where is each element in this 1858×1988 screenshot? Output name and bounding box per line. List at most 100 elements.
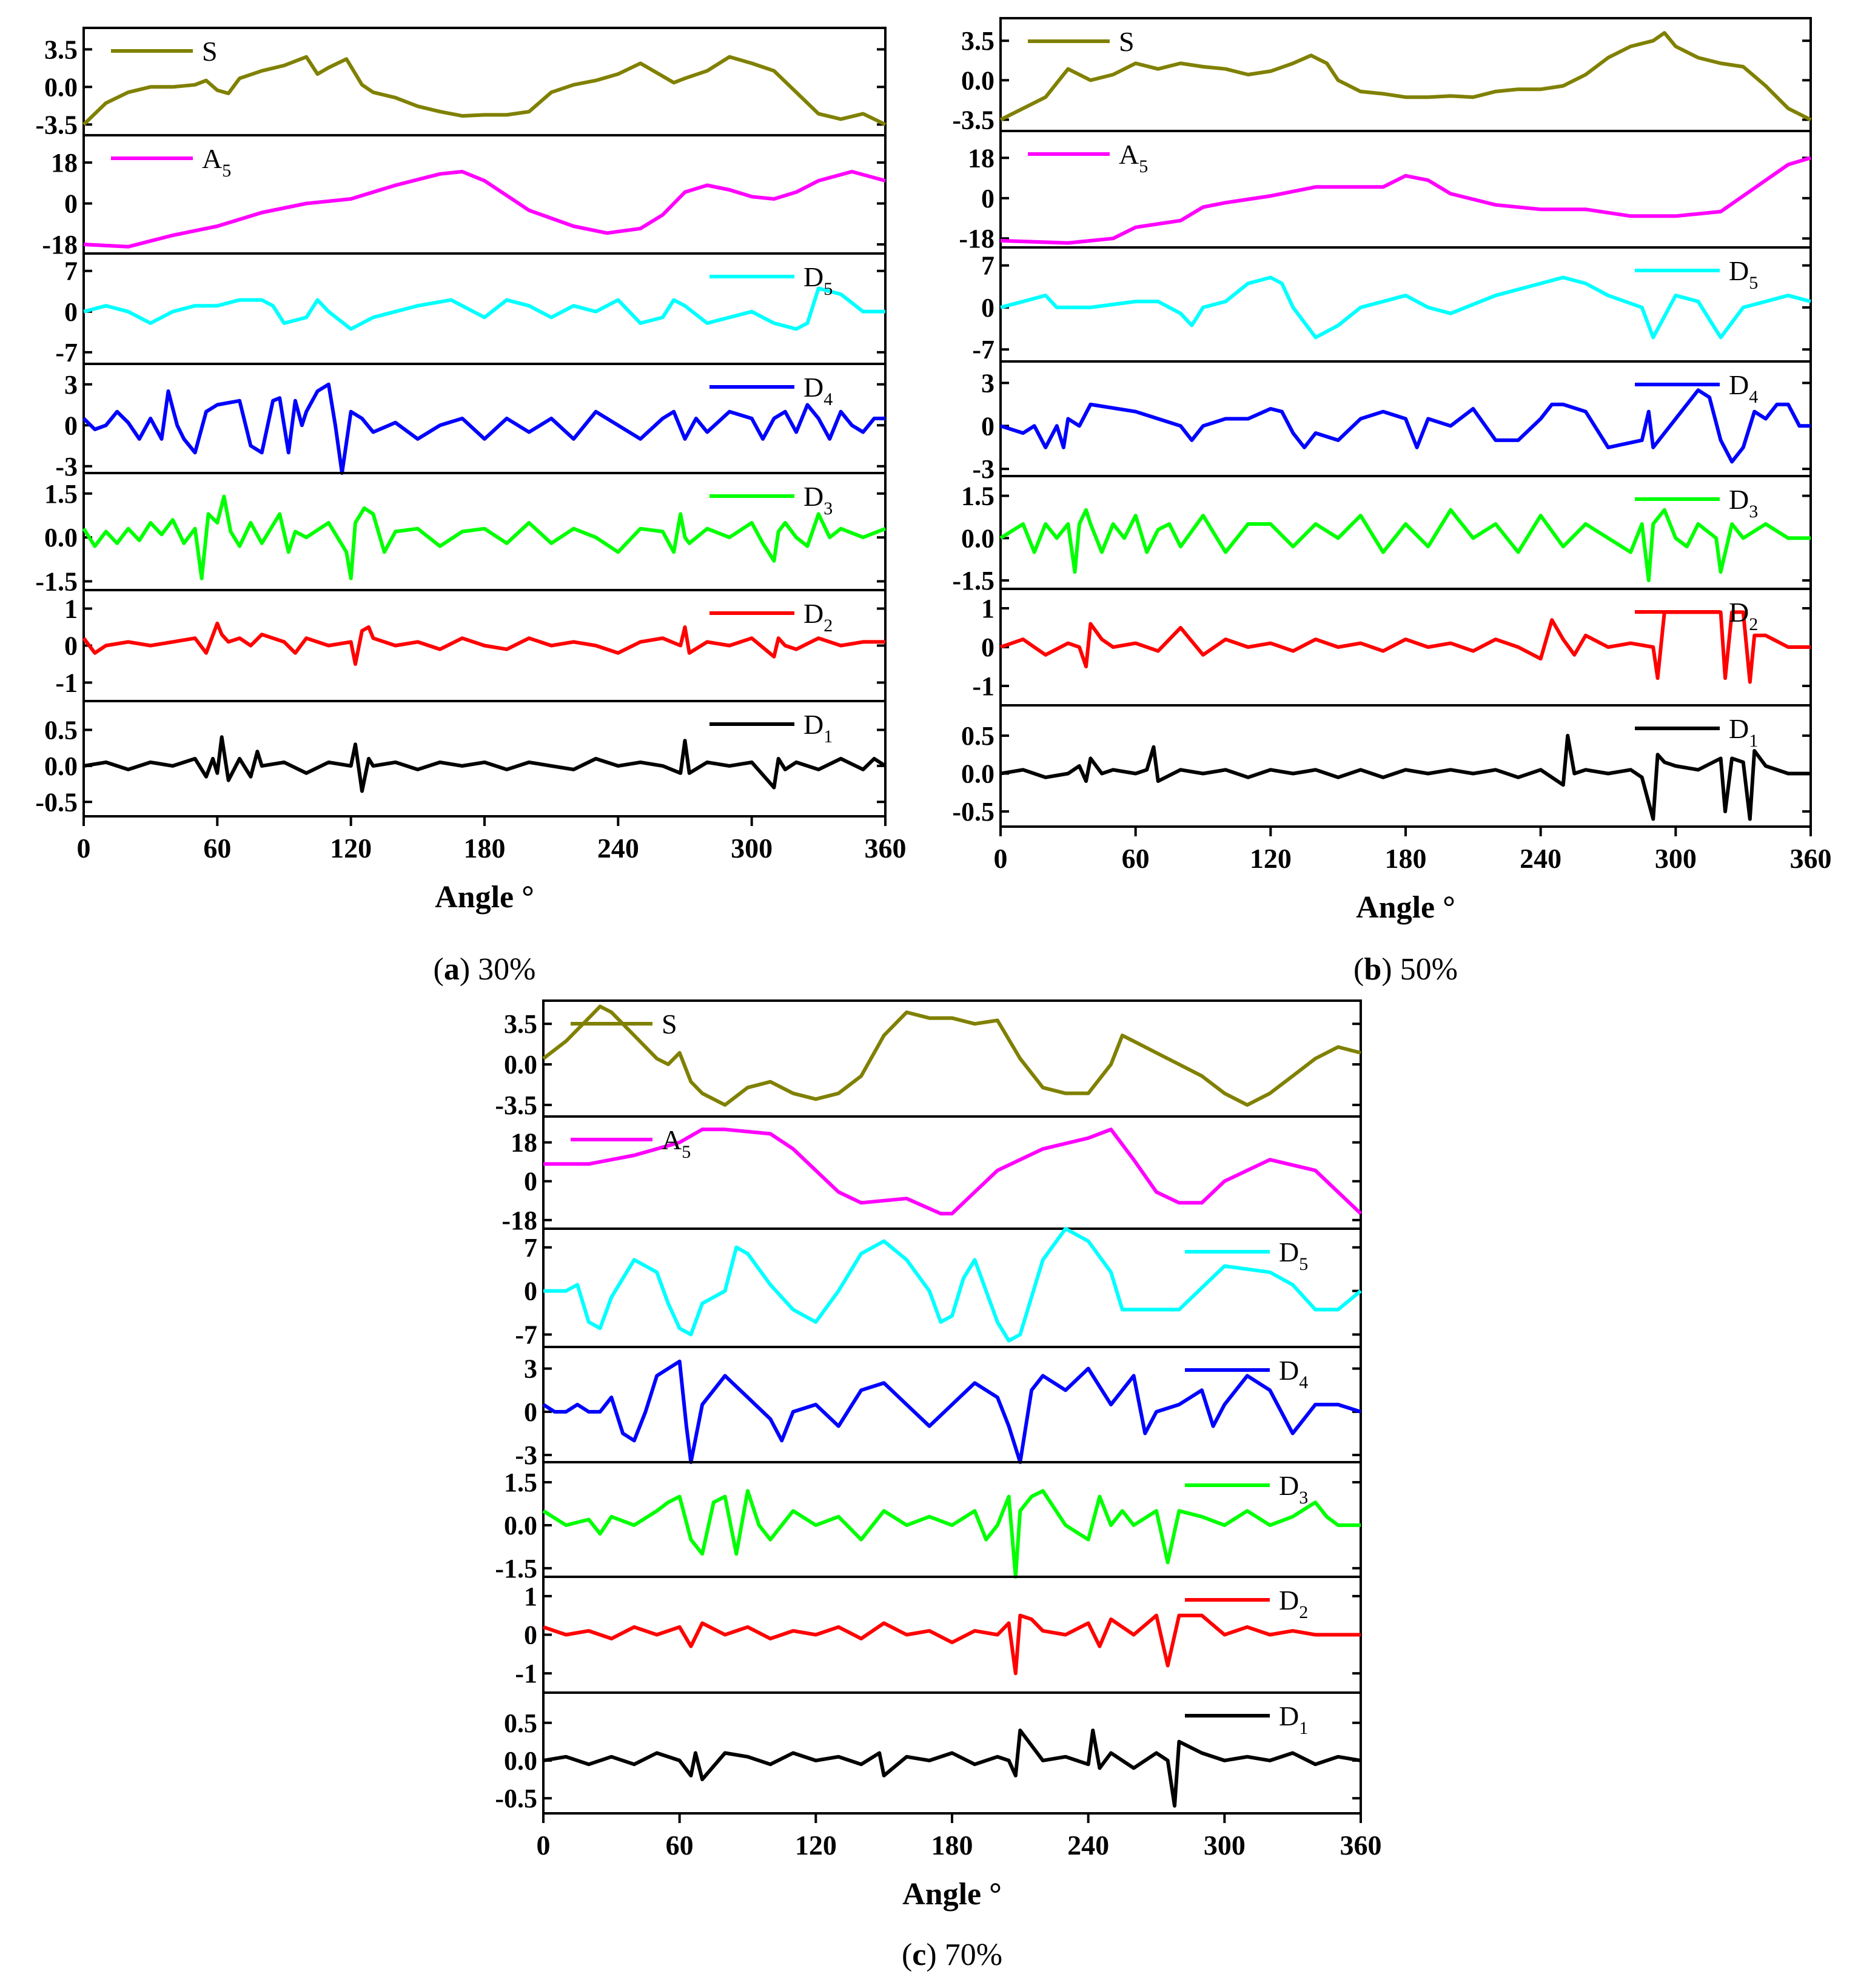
x-tick-label: 360 <box>1790 843 1832 874</box>
x-tick-label: 360 <box>865 833 907 864</box>
legend-label: D2 <box>1729 597 1758 634</box>
y-tick-label: -0.5 <box>35 787 78 817</box>
legend-label-main: A <box>1119 139 1139 170</box>
caption-text: 70% <box>945 1938 1002 1972</box>
x-tick-label: 180 <box>464 833 506 864</box>
y-tick-label: 0.5 <box>44 716 78 745</box>
legend-label-main: D <box>803 481 823 512</box>
legend-label-subscript: 5 <box>1749 273 1758 293</box>
legend-label-main: S <box>1119 26 1135 57</box>
series-line-S <box>542 1004 1361 1107</box>
series-line-D3 <box>999 508 1811 582</box>
legend-label-main: D <box>803 372 823 403</box>
series-line-D4 <box>542 1359 1361 1464</box>
x-axis-title: Angle ° <box>435 880 534 915</box>
subplot-D2: 1 0 -1 D2 <box>972 588 1812 707</box>
legend-label: D5 <box>1729 255 1758 293</box>
y-tick-label: 18 <box>511 1128 537 1158</box>
caption-letter: c <box>912 1938 926 1972</box>
y-tick-label: 1.5 <box>504 1468 537 1497</box>
series-line-D5 <box>543 1227 1362 1343</box>
x-tick-label: 120 <box>1250 843 1292 874</box>
x-tick-label: 180 <box>931 1830 973 1861</box>
y-tick-label: -1.5 <box>495 1554 537 1583</box>
y-tick-label: 0.5 <box>961 721 994 751</box>
series-line-D3 <box>542 1489 1361 1579</box>
y-tick-label: 0 <box>64 411 78 440</box>
series-line-A5 <box>1000 156 1811 245</box>
legend-label: S <box>1119 26 1135 57</box>
legend-label-subscript: 4 <box>1299 1372 1308 1392</box>
y-tick-label: 0 <box>524 1167 537 1197</box>
series-line-D5 <box>83 286 885 331</box>
y-tick-label: 3 <box>981 368 994 398</box>
y-tick-label: -7 <box>515 1320 537 1349</box>
y-tick-label: -1 <box>55 668 78 698</box>
legend-label-subscript: 3 <box>1749 502 1758 522</box>
y-tick-label: 18 <box>51 148 78 178</box>
y-tick-label: 7 <box>524 1233 537 1263</box>
y-tick-label: -3.5 <box>35 110 78 139</box>
subplot-frame <box>542 1227 1362 1348</box>
legend-label-main: D <box>1279 1470 1299 1501</box>
legend-label-subscript: 2 <box>1749 614 1758 634</box>
y-tick-label: 0 <box>524 1620 537 1650</box>
legend-label-subscript: 1 <box>1749 731 1758 751</box>
legend-label-subscript: 5 <box>823 279 833 299</box>
legend-label: D4 <box>1279 1355 1308 1392</box>
y-tick-label: -1.5 <box>952 566 994 596</box>
y-tick-label: 0.0 <box>961 523 994 553</box>
x-tick-label: 300 <box>1655 843 1697 874</box>
subplot-D3: 1.5 0.0 -1.5 D3 <box>495 1461 1362 1583</box>
legend-label-main: D <box>1279 1355 1299 1386</box>
y-tick-label: -0.5 <box>952 797 994 827</box>
subplot-D3: 1.5 0.0 -1.5 D3 <box>952 475 1812 596</box>
x-tick-label: 60 <box>203 833 231 864</box>
series-line-S <box>82 55 887 127</box>
y-tick-label: 0 <box>64 297 78 327</box>
y-tick-label: 3.5 <box>44 35 78 64</box>
series-line-D5 <box>1000 275 1811 340</box>
y-tick-label: 1.5 <box>961 482 994 511</box>
subplot-D1: 0.5 0.0 -0.5 D1 <box>952 704 1812 828</box>
y-tick-label: -0.5 <box>495 1784 537 1813</box>
legend-label-subscript: 1 <box>823 727 833 747</box>
legend-label: S <box>662 1009 677 1039</box>
caption-paren-open: ( <box>1353 952 1364 987</box>
panel-caption: (b) 50% <box>1353 952 1458 987</box>
subplot-frame <box>542 1461 1362 1578</box>
subplot-D3: 1.5 0.0 -1.5 D3 <box>35 472 887 597</box>
subplot-D2: 1 0 -1 D2 <box>515 1576 1362 1694</box>
x-tick-label: 300 <box>731 833 773 864</box>
y-tick-label: -1 <box>515 1659 537 1688</box>
x-tick-label: 60 <box>1122 843 1150 874</box>
series-line-D2 <box>543 1613 1361 1676</box>
series-line-D1 <box>1000 734 1811 821</box>
subplot-frame <box>82 700 887 818</box>
subplot-D1: 0.5 0.0 -0.5 D1 <box>35 700 887 818</box>
x-tick-label: 300 <box>1204 1830 1246 1861</box>
legend-label-subscript: 4 <box>823 389 833 409</box>
legend-label-subscript: 2 <box>823 616 833 636</box>
panel-a: 3.50.0-3.5S180-18A570-7D530-3D41.50.0-1.… <box>35 27 907 987</box>
legend-label-subscript: 5 <box>1139 156 1148 176</box>
y-tick-label: -1.5 <box>35 567 78 597</box>
y-tick-label: 0.0 <box>44 523 78 552</box>
legend-label-main: D <box>803 261 823 292</box>
y-tick-label: 0.0 <box>961 759 994 789</box>
y-tick-label: 0 <box>981 184 994 213</box>
x-tick-label: 120 <box>330 833 372 864</box>
y-tick-label: 1 <box>64 594 78 624</box>
legend-label: A5 <box>662 1124 691 1162</box>
x-axis-title: Angle ° <box>902 1877 1002 1912</box>
panel-caption: (c) 70% <box>902 1938 1002 1972</box>
series-line-D4 <box>82 382 885 475</box>
subplot-D4: 3 0 -3 D4 <box>515 1346 1362 1470</box>
y-tick-label: 0 <box>981 293 994 323</box>
y-tick-label: 0.0 <box>504 1511 537 1540</box>
subplot-frame <box>82 252 887 365</box>
series-line-D3 <box>82 494 887 580</box>
y-tick-label: 0 <box>524 1397 537 1427</box>
series-line-D1 <box>83 735 887 793</box>
legend-label-subscript: 2 <box>1299 1602 1308 1622</box>
